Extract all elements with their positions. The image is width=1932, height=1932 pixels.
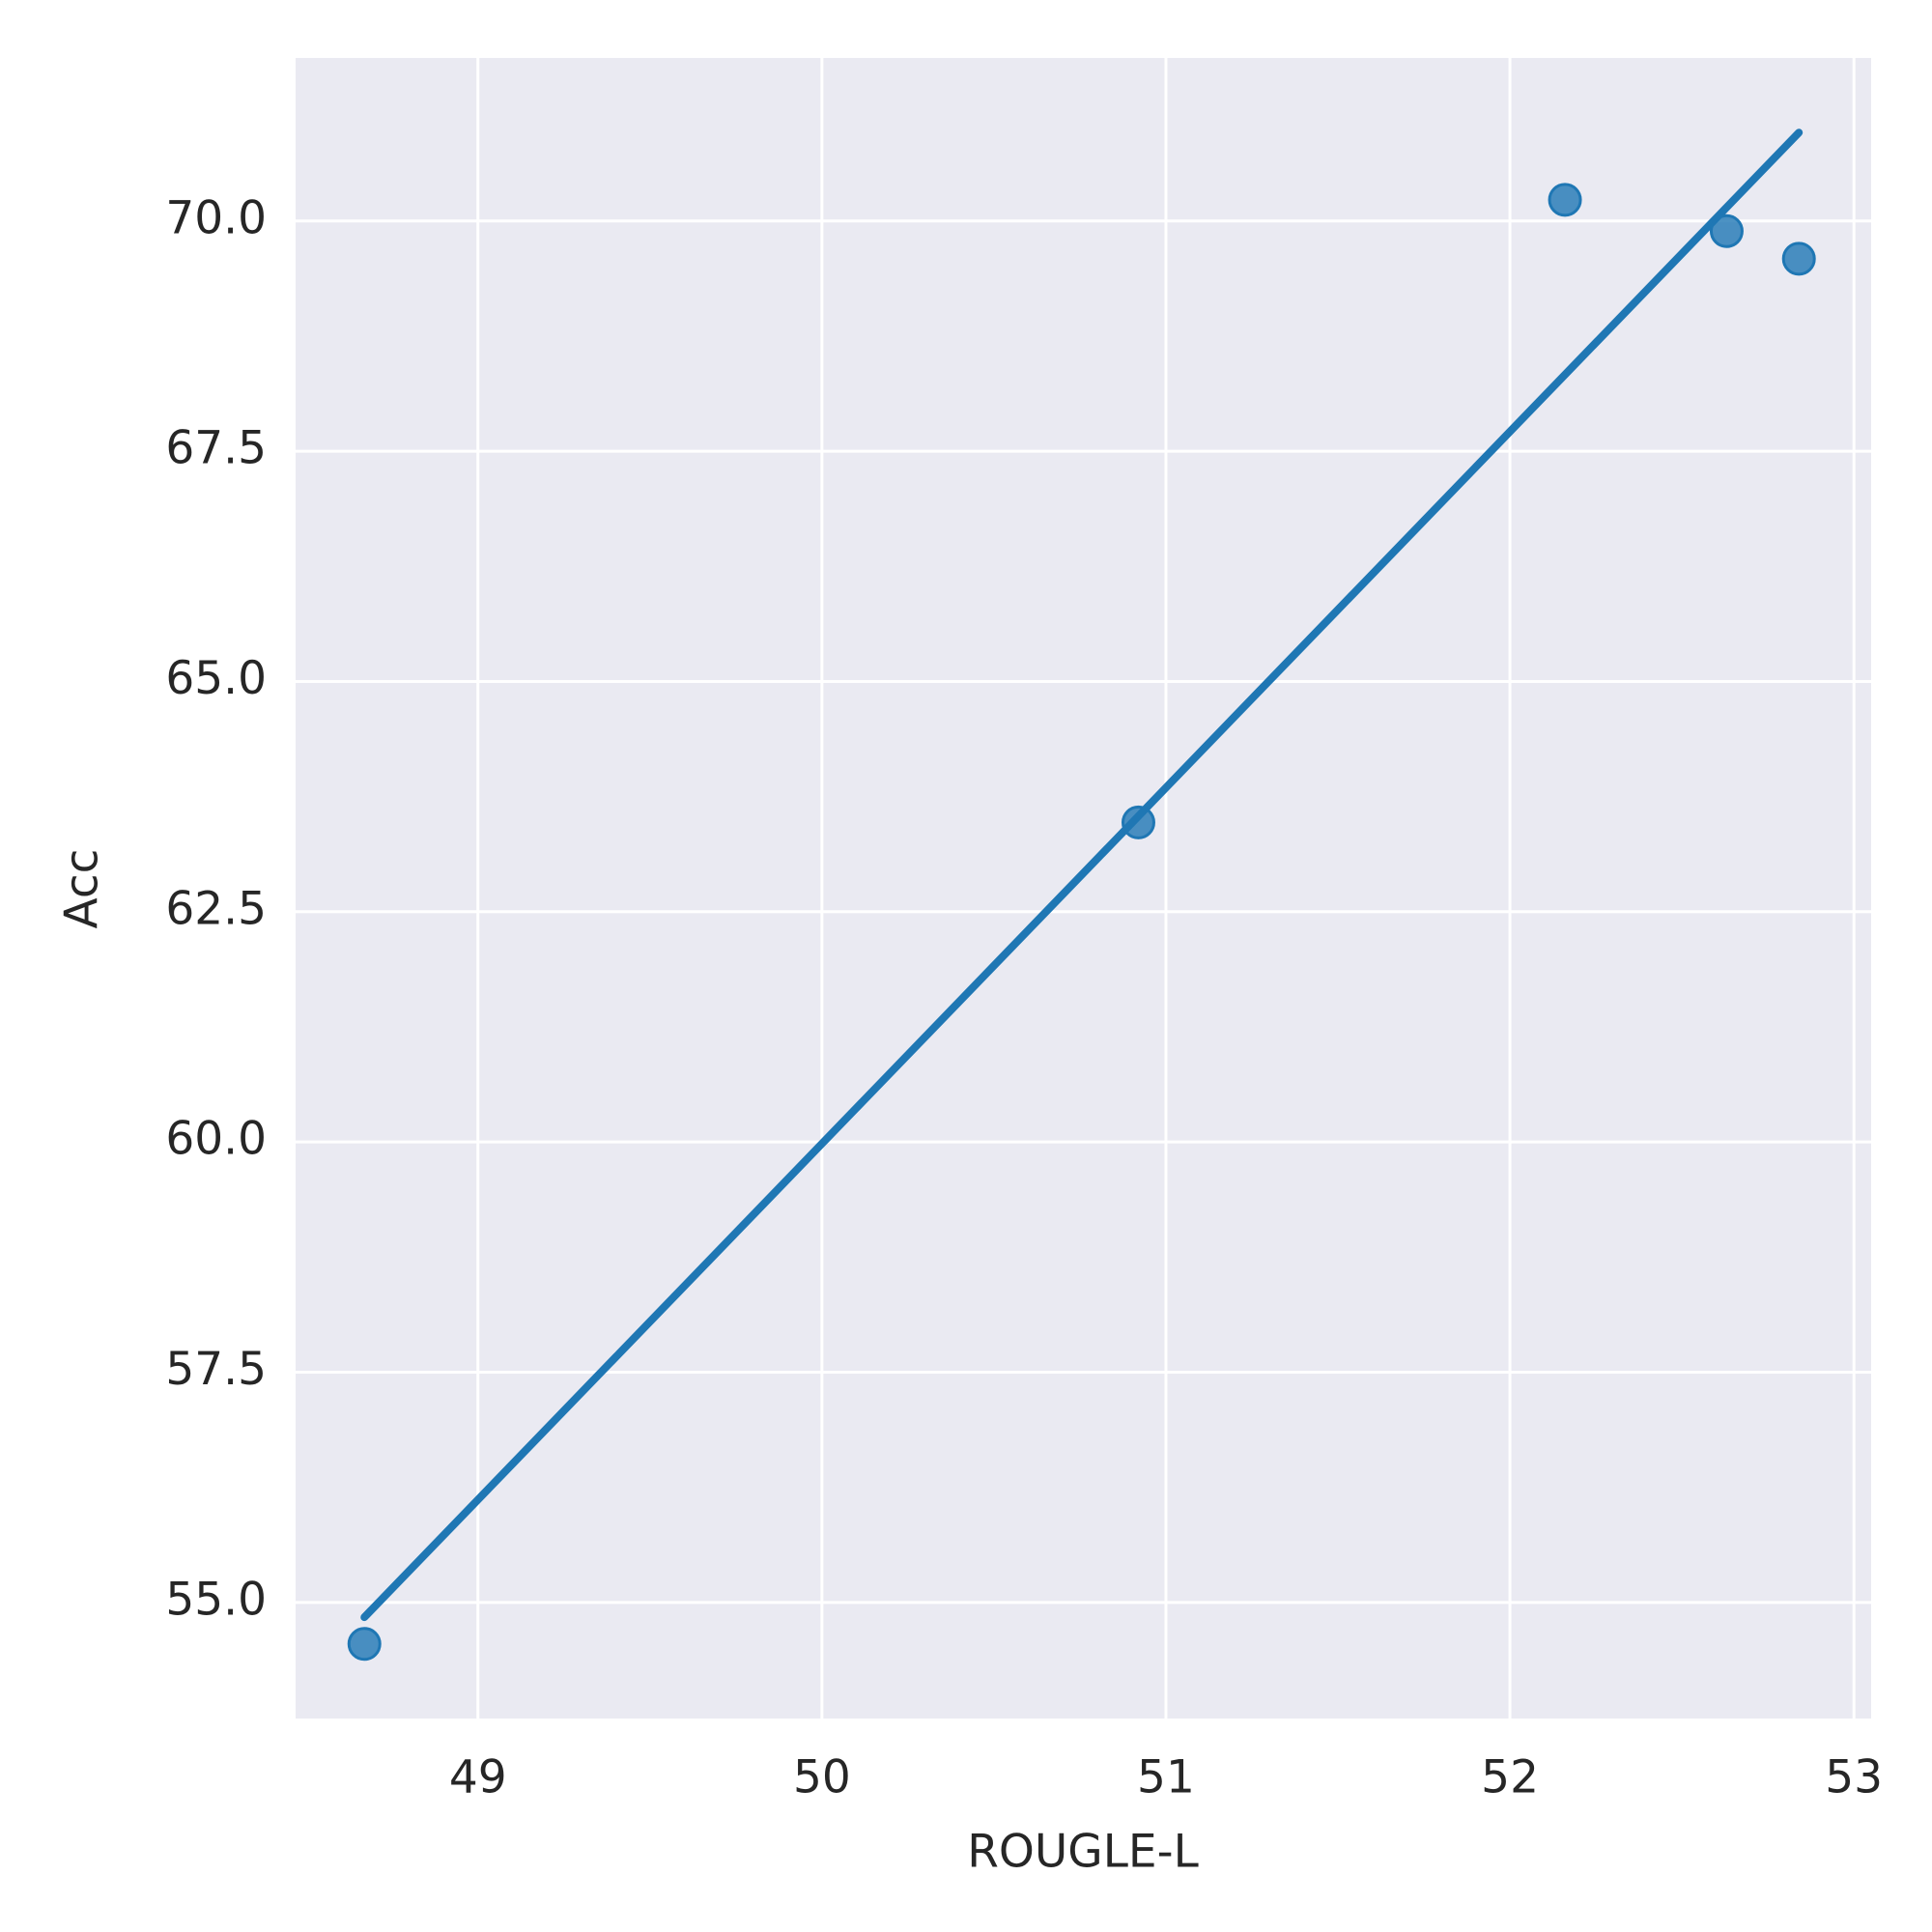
x-tick-label: 52 <box>1481 1751 1539 1804</box>
point <box>347 1627 382 1662</box>
y-tick-label: 70.0 <box>165 191 267 244</box>
x-tick-label: 51 <box>1137 1751 1195 1804</box>
x-tick-label: 53 <box>1825 1751 1883 1804</box>
y-tick-label: 65.0 <box>165 652 267 705</box>
y-axis-label: Acc <box>56 848 109 928</box>
x-tick-label: 49 <box>449 1751 507 1804</box>
point <box>1781 242 1816 276</box>
y-tick-label: 55.0 <box>165 1573 267 1626</box>
y-tick-label: 62.5 <box>165 882 267 935</box>
y-tick-label: 67.5 <box>165 422 267 475</box>
fit-line <box>360 128 1804 1622</box>
y-tick-label: 60.0 <box>165 1113 267 1166</box>
x-tick-label: 50 <box>793 1751 851 1804</box>
y-tick-label: 57.5 <box>165 1343 267 1396</box>
point <box>1548 183 1582 217</box>
point <box>1121 805 1155 839</box>
point <box>1709 213 1744 248</box>
x-axis-label: ROUGLE-L <box>967 1826 1199 1879</box>
